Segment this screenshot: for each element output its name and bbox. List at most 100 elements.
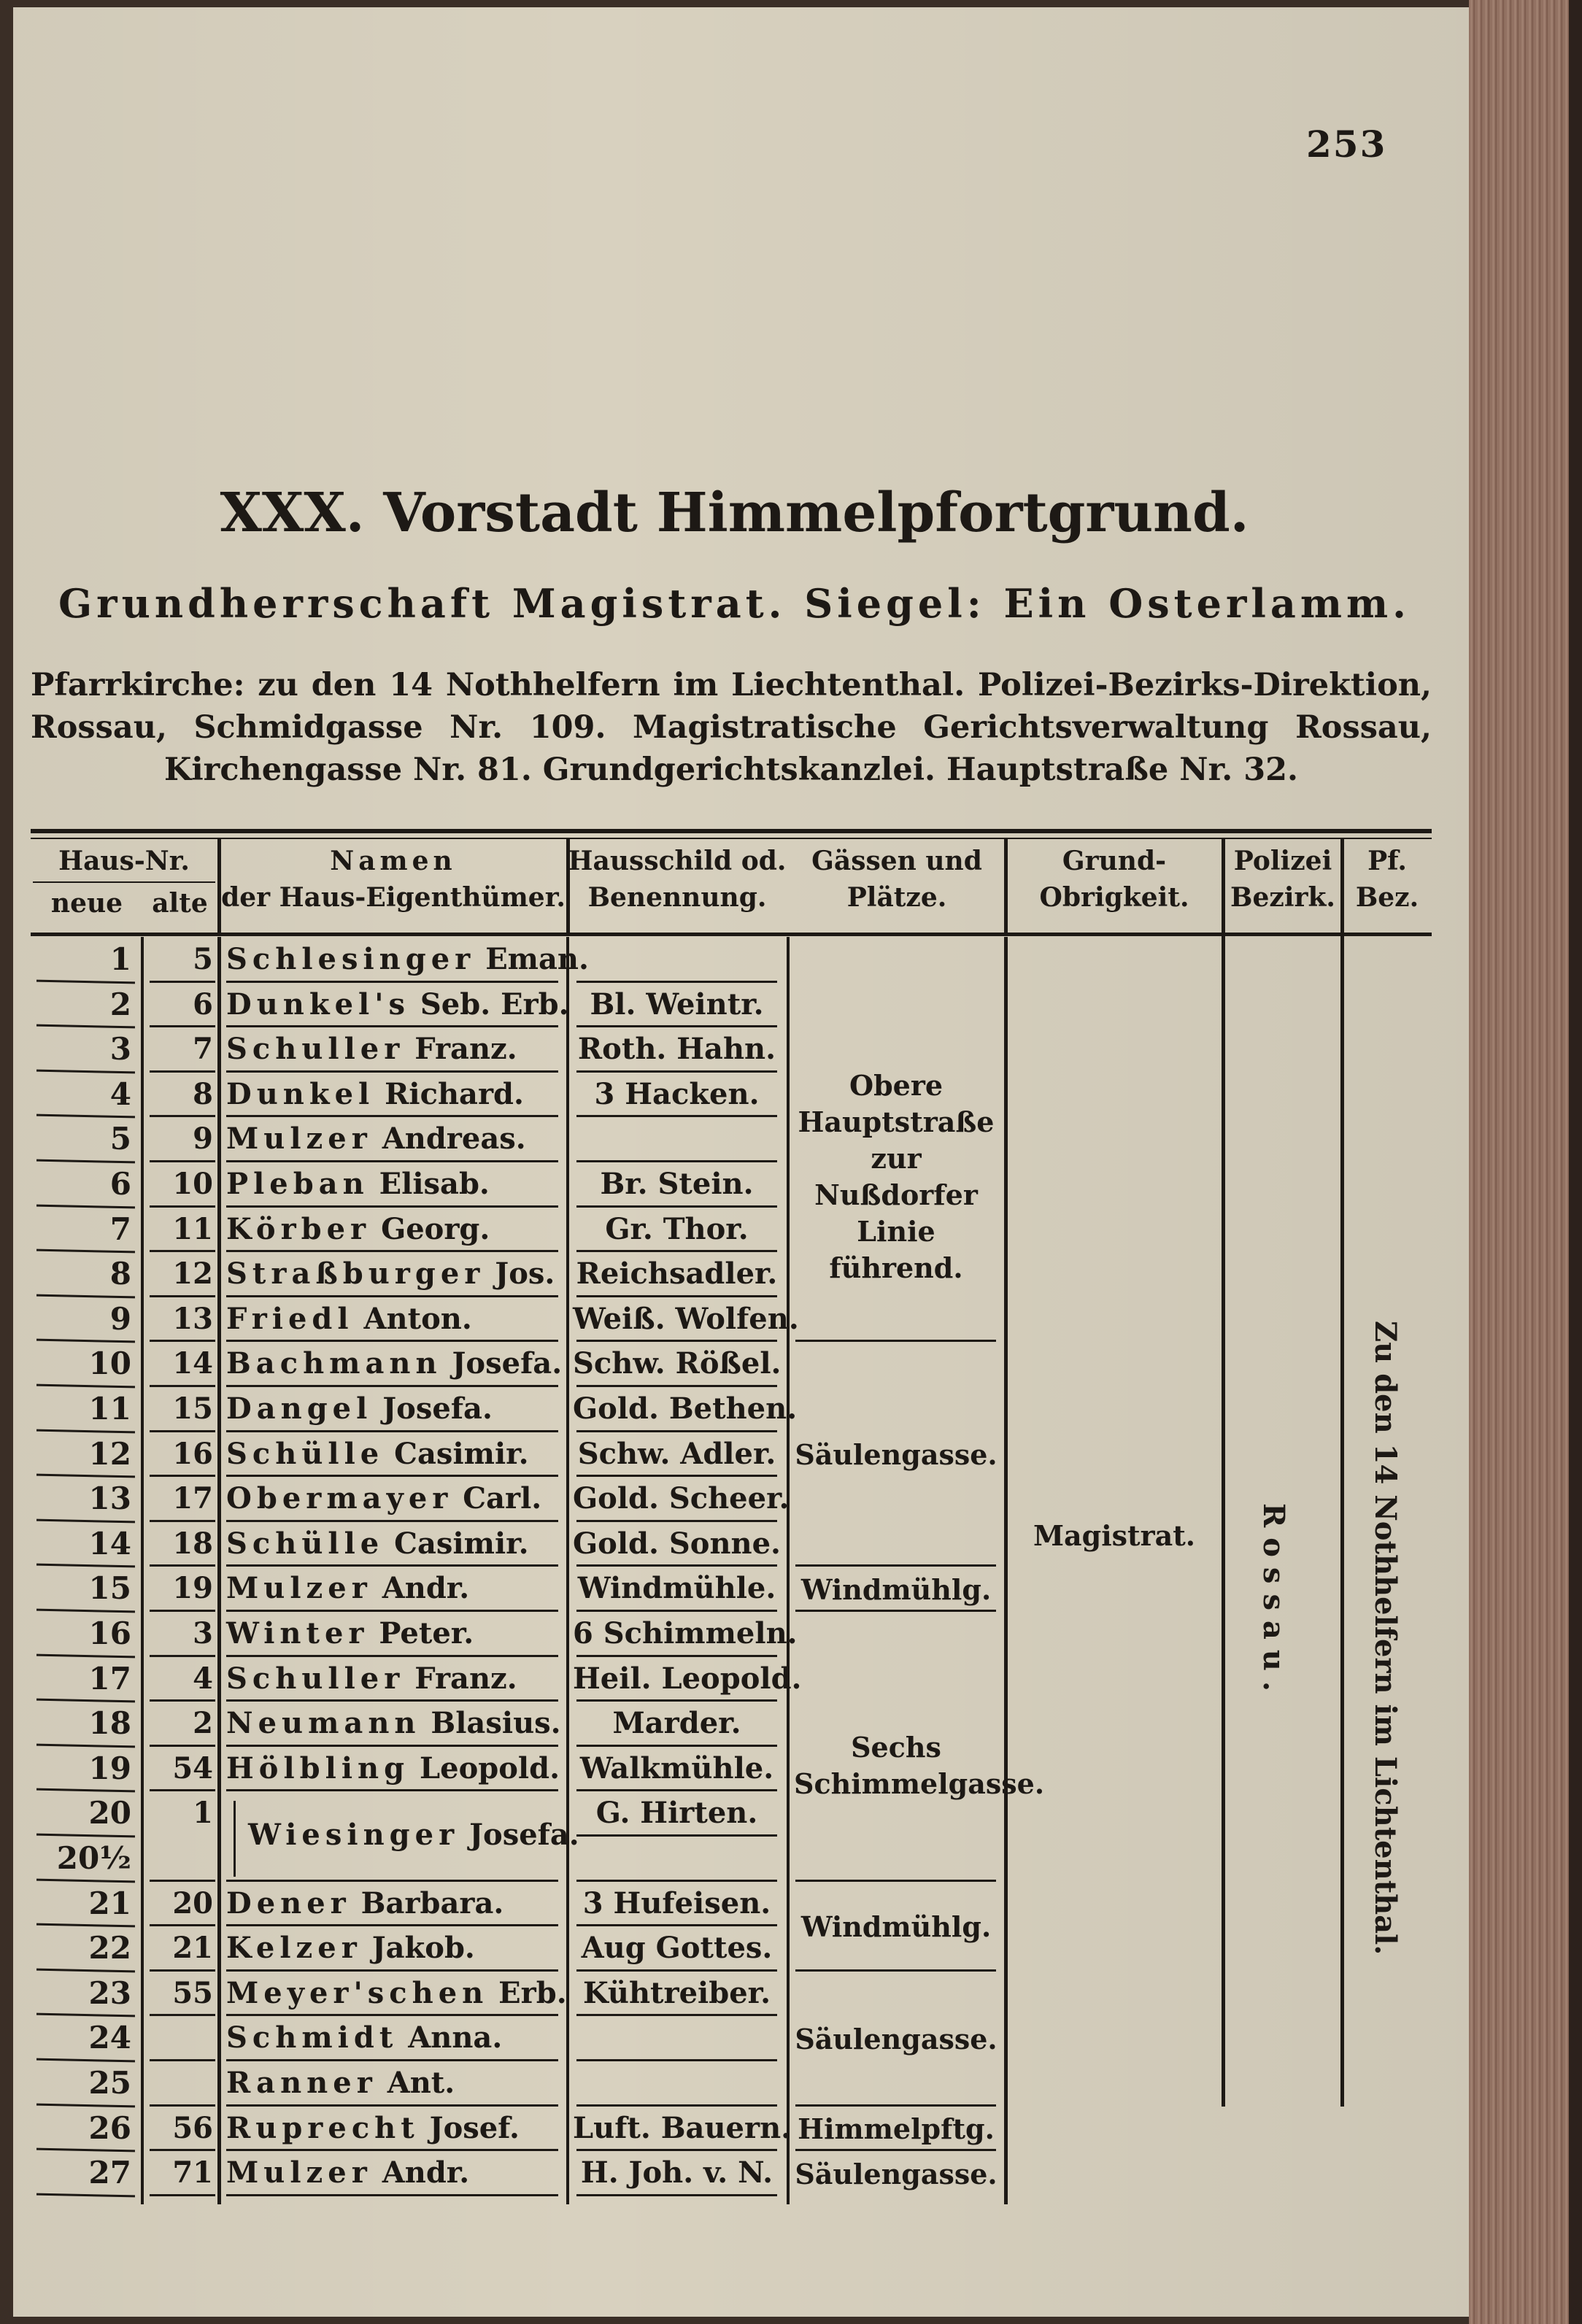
owner-surname: Dunkel's (226, 987, 410, 1022)
owner-given-name: Jos. (485, 1256, 555, 1292)
row-rule (150, 2149, 215, 2152)
column-rule (1004, 937, 1008, 2204)
row-rule (226, 1070, 558, 1073)
house-sign: Gr. Thor. (605, 1211, 749, 1246)
owner-surname: Mulzer (226, 1122, 372, 1157)
header-gassen-2: Plätze. (846, 882, 947, 913)
owner-surname: Hölbling (226, 1750, 410, 1786)
house-number-old: 6 (193, 987, 213, 1022)
house-number-new: 18 (88, 1705, 131, 1742)
owner-surname: Friedl (226, 1301, 354, 1336)
row-rule (150, 1519, 215, 1522)
header-haus-nr: Haus-Nr. (58, 846, 190, 876)
owner-surname: Mulzer (226, 2155, 372, 2190)
section-title: XXX. Vorstadt Himmelpfortgrund. (220, 482, 1249, 544)
row-rule (576, 1160, 777, 1162)
row-rule (226, 1160, 558, 1162)
row-rule (150, 1744, 215, 1747)
owner-surname: Dangel (226, 1391, 373, 1426)
owner-given-name: Jakob. (361, 1931, 475, 1966)
row-rule (226, 1250, 558, 1253)
house-number-new: 17 (88, 1660, 131, 1696)
grund-obrigkeit-value: Magistrat. (1033, 1519, 1196, 1552)
house-number-old: 15 (172, 1391, 213, 1426)
row-rule (150, 1115, 215, 1118)
row-rule (150, 1475, 215, 1478)
house-number-old: 10 (172, 1167, 213, 1201)
row-rule (576, 1025, 777, 1028)
column-rule (1340, 839, 1344, 2107)
house-sign: Windmühle. (577, 1571, 776, 1606)
row-rule (576, 1294, 777, 1297)
house-sign: Schw. Rößel. (573, 1346, 782, 1381)
owner-given-name: Eman. (475, 942, 589, 976)
row-rule (226, 1294, 558, 1297)
house-number-old: 13 (172, 1301, 213, 1336)
header-namen: Namen (330, 846, 457, 876)
owner-given-name: Josefa. (372, 1391, 493, 1426)
row-rule (226, 1564, 558, 1567)
row-rule (226, 2059, 558, 2061)
house-sign: Reichsadler. (576, 1256, 778, 1292)
house-sign: Weiß. Wolfen. (573, 1301, 799, 1336)
house-number-old: 54 (172, 1750, 213, 1786)
row-rule (150, 1699, 215, 1702)
owner-name: Pleban Elisab. (226, 1163, 566, 1208)
owner-name: Hölbling Leopold. (226, 1748, 566, 1792)
row-rule (226, 1519, 558, 1522)
column-rule (1222, 839, 1225, 2107)
row-rule (576, 1385, 777, 1387)
owner-name: Mulzer Andr. (226, 1567, 566, 1612)
house-sign (573, 2062, 781, 2107)
owner-given-name: Seb. Erb. (409, 987, 569, 1022)
row-rule (226, 2014, 558, 2017)
house-number-new: 12 (88, 1435, 131, 1472)
house-number-new: 15 (88, 1570, 131, 1607)
column-rule (787, 937, 790, 2204)
house-sign (573, 1118, 781, 1162)
owner-given-name: Anna. (398, 2020, 503, 2055)
house-number-new: 7 (109, 1211, 131, 1247)
owner-given-name: Anton. (353, 1301, 472, 1336)
owner-name: Dunkel's Seb. Erb. (226, 984, 569, 1028)
house-sign: Kühtreiber. (583, 1975, 771, 2010)
owner-surname: Körber (226, 1211, 371, 1246)
owner-surname: Schmidt (226, 2020, 398, 2055)
owner-name: Schuller Franz. (226, 1028, 566, 1073)
house-number-new: 5 (109, 1121, 131, 1157)
row-rule (150, 2059, 215, 2061)
house-number-new: 8 (109, 1256, 131, 1292)
house-sign: Luft. Bauern. (573, 2110, 792, 2145)
pfarr-bezirk-value: Zu den 14 Nothhelfern im Lichtenthal. (1368, 1321, 1402, 1956)
row-rule (226, 1025, 558, 1028)
owner-given-name: Erb. (488, 1975, 567, 2010)
owner-name: Dunkel Richard. (226, 1073, 566, 1118)
row-rule (576, 1070, 777, 1073)
house-number-old: 8 (193, 1076, 213, 1111)
row-rule (150, 2104, 215, 2107)
row-rule (150, 2014, 215, 2017)
row-rule (226, 2193, 558, 2196)
header-column-rule (1222, 839, 1225, 934)
row-rule (150, 1879, 215, 1882)
house-number-old: 55 (172, 1975, 213, 2010)
owner-given-name: Elisab. (369, 1167, 490, 1201)
header-divider (33, 881, 215, 883)
house-sign: 6 Schimmeln. (573, 1616, 798, 1651)
street-name: Säulengasse. (795, 1438, 998, 1472)
house-sign: Aug Gottes. (581, 1931, 773, 1966)
owner-name: Dangel Josefa. (226, 1388, 566, 1432)
header-grund-2: Obrigkeit. (1039, 882, 1189, 913)
owner-name: Ruprecht Josef. (226, 2107, 566, 2152)
street-name: Himmelpftg. (798, 2112, 995, 2146)
row-rule (576, 1519, 777, 1522)
owner-surname: Pleban (226, 1167, 369, 1201)
header-namen-2: der Haus-Eigenthümer. (221, 882, 566, 913)
house-number-old: 19 (172, 1571, 213, 1606)
owner-name: Schmidt Anna. (226, 2017, 566, 2061)
column-rule (566, 937, 569, 2204)
row-rule (576, 1834, 777, 1837)
row-rule (226, 1340, 558, 1343)
owner-given-name: Casimir. (384, 1526, 529, 1561)
row-rule (226, 1969, 558, 1972)
